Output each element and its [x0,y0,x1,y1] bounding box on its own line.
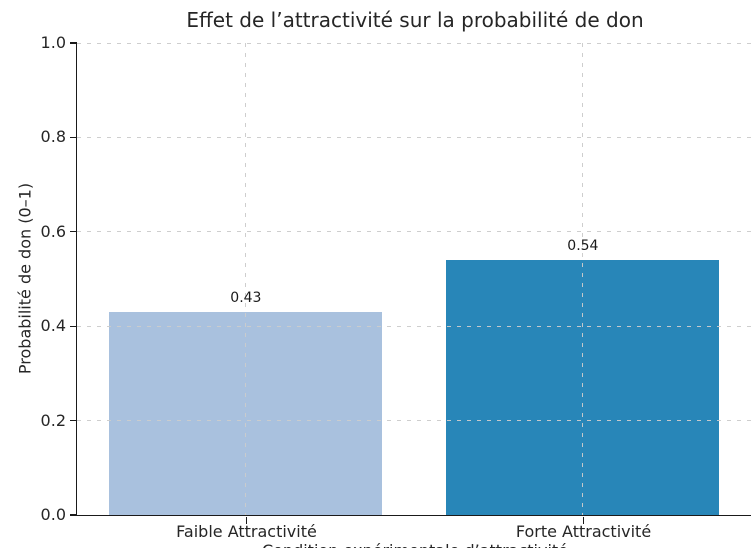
y-tick-label: 0.2 [40,410,66,430]
gridline-vertical [582,43,584,515]
y-tick-label: 0.0 [40,505,66,524]
bar-value-label: 0.54 [567,238,599,255]
y-tick-mark [69,42,77,44]
gridline-horizontal [77,42,752,44]
y-tick-mark [69,136,77,139]
chart-title: Effet de l’attractivité sur la probabili… [186,8,644,32]
y-tick-label: 1.0 [40,33,66,52]
gridline-horizontal [77,420,752,422]
gridline-horizontal [77,325,752,327]
y-tick-label: 0.6 [40,221,66,241]
y-tick-mark [69,514,77,516]
gridline-horizontal [77,231,752,233]
y-tick-mark [69,325,77,327]
y-tick-mark [69,231,77,233]
y-tick-label: 0.4 [40,316,66,336]
x-axis-label-cutoff: Condition expérimentale d’attractivité [78,541,752,548]
x-tick-label: Forte Attractivité [515,522,652,541]
x-tick-label: Faible Attractivité [176,522,317,541]
y-tick-label: 0.8 [40,127,66,147]
gridline-horizontal [77,136,752,138]
gridline-vertical [245,43,247,515]
plot-area: 0.43 0.54 [76,42,752,516]
y-axis-label: Probabilité de don (0–1) [15,182,35,375]
y-tick-mark [69,419,77,422]
bar-value-label: 0.43 [230,290,262,307]
x-tick-mark [245,516,248,524]
x-tick-mark [582,516,585,524]
